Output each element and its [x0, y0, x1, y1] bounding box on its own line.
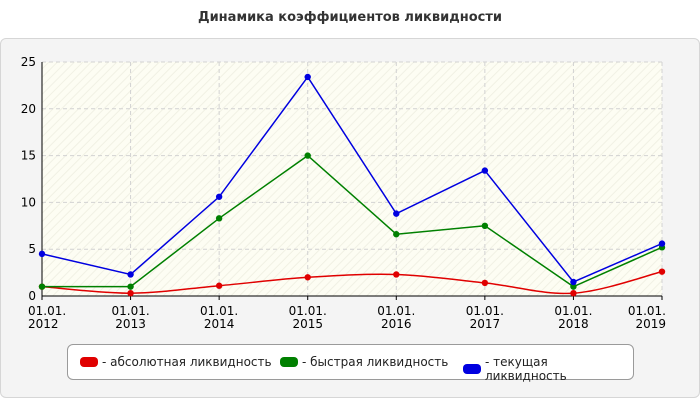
data-point-2-3 [304, 73, 311, 81]
series [38, 73, 666, 297]
x-tick-label: 01.01. 2013 [111, 304, 149, 331]
data-point-0-2 [215, 282, 223, 289]
legend-item-current: - текущая ликвидность [463, 355, 633, 383]
x-tick-label: 01.01. 2014 [200, 304, 238, 331]
legend-swatch-absolute [80, 357, 98, 367]
data-point-0-3 [304, 274, 311, 281]
data-point-1-4 [393, 231, 400, 238]
data-point-2-6 [570, 278, 577, 286]
legend: - абсолютная ликвидность - быстрая ликви… [67, 344, 634, 383]
data-point-2-2 [215, 193, 223, 200]
legend-label-quick: - быстрая ликвидность [302, 355, 449, 369]
data-point-0-1 [127, 289, 134, 297]
data-point-1-1 [127, 283, 134, 290]
x-tick-label: 01.01. 2019 [628, 304, 666, 331]
axes: 0 5 10 15 20 25 01.01. 2012 01.01. 2013 01.01. 2014… [21, 55, 666, 331]
data-point-2-1 [127, 271, 134, 278]
series-line-2 [41, 75, 663, 283]
data-point-1-0 [38, 283, 46, 290]
y-tick-label: 5 [28, 242, 36, 256]
y-tick-label: 0 [28, 289, 36, 303]
data-point-0-6 [570, 289, 577, 297]
x-tick-label: 01.01. 2016 [377, 304, 415, 331]
data-point-1-6 [570, 283, 577, 290]
data-point-1-5 [481, 222, 489, 229]
chart-title: Динамика коэффициентов ликвидности [198, 10, 502, 25]
grid [42, 61, 663, 296]
legend-item-quick: - быстрая ликвидность [280, 355, 448, 369]
data-point-0-5 [481, 279, 489, 287]
legend-swatch-quick [280, 357, 298, 367]
data-point-1-3 [304, 152, 311, 159]
legend-item-absolute: - абсолютная ликвидность [80, 355, 272, 369]
data-point-0-4 [393, 271, 400, 278]
y-tick-label: 10 [21, 195, 36, 209]
plot-area [42, 62, 662, 296]
series-line-0 [41, 270, 663, 295]
y-tick-label: 20 [21, 102, 36, 116]
legend-label-current: - текущая ликвидность [484, 355, 567, 383]
x-tick-label: 01.01. 2017 [466, 304, 504, 331]
y-tick-label: 15 [21, 149, 36, 163]
series-line-1 [42, 154, 663, 288]
data-point-1-2 [215, 215, 223, 222]
data-point-2-5 [481, 167, 489, 174]
legend-label-absolute: - абсолютная ликвидность [102, 355, 272, 369]
x-tick-label: 01.01. 2012 [28, 304, 66, 331]
data-point-2-4 [393, 210, 400, 217]
data-point-0-7 [658, 268, 666, 275]
x-tick-label: 01.01. 2015 [289, 304, 327, 331]
data-point-2-0 [38, 250, 46, 258]
y-tick-label: 25 [21, 55, 36, 69]
data-point-2-7 [658, 240, 666, 247]
legend-swatch-current [463, 364, 481, 374]
x-tick-label: 01.01. 2018 [554, 304, 592, 331]
